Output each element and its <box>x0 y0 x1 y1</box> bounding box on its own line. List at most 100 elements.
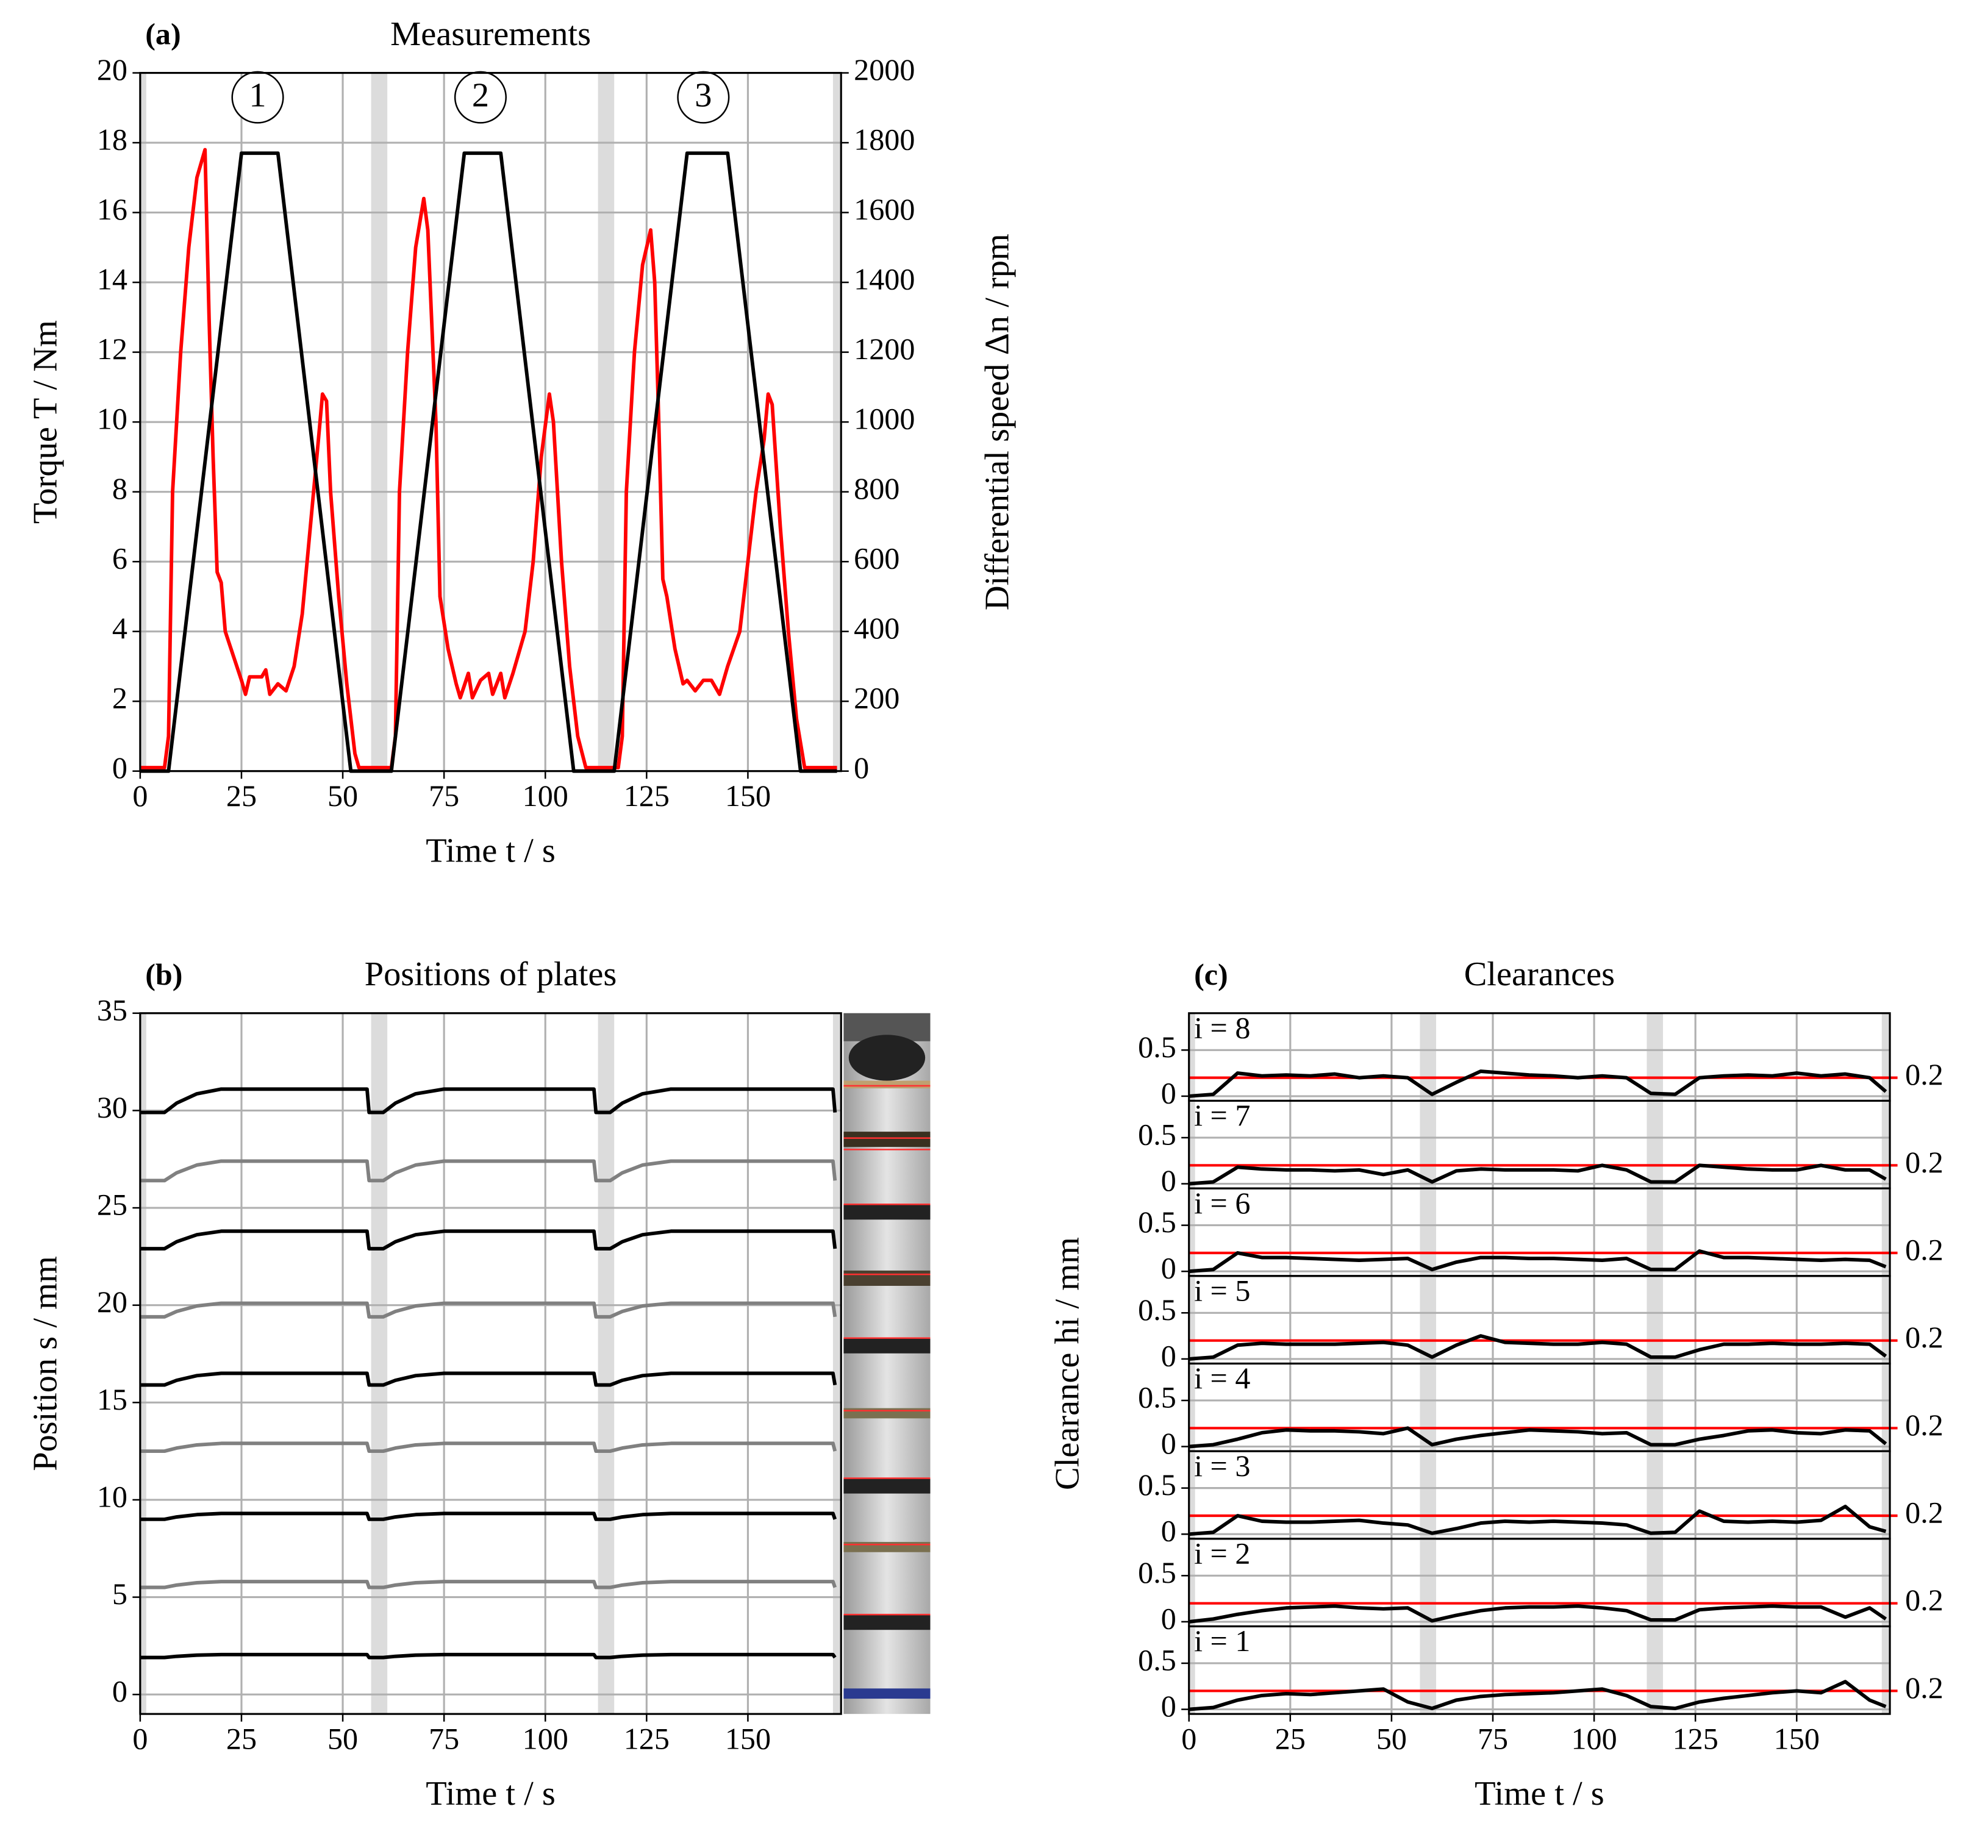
annotation-circle <box>231 71 284 124</box>
shaded-span <box>1647 1101 1664 1189</box>
data-line <box>1189 1163 1887 1186</box>
plot-frame <box>1188 1275 1891 1365</box>
subplot-label: i = 5 <box>1194 1274 1250 1308</box>
y-tick-label: 10 <box>97 1479 127 1513</box>
x-tick-label: 0 <box>132 779 148 813</box>
annotation-circle <box>677 71 730 124</box>
y2-tick-label: 0 <box>854 751 869 785</box>
subplot-label: i = 7 <box>1194 1098 1250 1132</box>
data-line <box>140 1580 837 1589</box>
plot-frame <box>1188 1012 1891 1102</box>
y-tick-label: 12 <box>97 332 127 366</box>
data-line <box>1189 1426 1887 1449</box>
y2-tick-label: 200 <box>854 681 899 715</box>
shaded-span <box>1420 1538 1436 1627</box>
y2-tick-label: 1800 <box>854 123 915 157</box>
shaded-span <box>1420 1626 1436 1714</box>
data-line <box>1189 1334 1887 1361</box>
y-tick-label: 0.5 <box>1138 1205 1176 1239</box>
shaded-span <box>1189 1188 1195 1276</box>
y2-tick-label: 0.2 <box>1905 1408 1943 1442</box>
x-axis-label: Time t / s <box>1475 1775 1604 1813</box>
plot-frame <box>1188 1538 1891 1628</box>
shaded-span <box>1420 1188 1436 1276</box>
y-tick-label: 14 <box>97 262 127 296</box>
y2-tick-label: 0.2 <box>1905 1583 1943 1617</box>
annotation: 1 <box>249 77 266 115</box>
photo-strip <box>843 1013 931 1714</box>
x-axis-label: Time t / s <box>426 832 556 870</box>
data-line <box>140 1441 837 1454</box>
shaded-span <box>1647 1451 1664 1539</box>
plot-frame <box>1188 1362 1891 1452</box>
y-tick-label: 15 <box>97 1382 127 1416</box>
y-tick-label: 0 <box>1161 1076 1176 1110</box>
shaded-span <box>140 1013 146 1714</box>
x-tick-label: 25 <box>1275 1722 1306 1756</box>
y-tick-label: 30 <box>97 1090 127 1124</box>
x-tick-label: 150 <box>725 1722 771 1756</box>
y-tick-label: 20 <box>97 1285 127 1319</box>
x-tick-label: 75 <box>429 779 459 813</box>
x-tick-label: 25 <box>226 779 257 813</box>
plot-frame <box>1188 1099 1891 1190</box>
y-tick-label: 10 <box>97 402 127 436</box>
y-tick-label: 0.5 <box>1138 1643 1176 1677</box>
y-tick-label: 16 <box>97 192 127 226</box>
data-line <box>1189 1069 1887 1098</box>
y-tick-label: 0 <box>1161 1251 1176 1285</box>
y-axis-label: Torque T / Nm <box>26 320 64 524</box>
y2-tick-label: 0.2 <box>1905 1057 1943 1091</box>
plot-frame <box>1188 1450 1891 1540</box>
data-line <box>140 148 837 769</box>
shaded-span <box>1647 1188 1664 1276</box>
x-tick-label: 25 <box>226 1722 257 1756</box>
x-tick-label: 0 <box>132 1722 148 1756</box>
y-tick-label: 5 <box>112 1577 127 1611</box>
data-line <box>140 1087 837 1115</box>
y-tick-label: 20 <box>97 52 127 87</box>
panel-label: (c) <box>1194 957 1228 991</box>
plot-frame <box>1188 1187 1891 1277</box>
subplot-label: i = 6 <box>1194 1186 1250 1220</box>
x-tick-label: 125 <box>624 779 670 813</box>
annotation: 2 <box>472 77 489 115</box>
y2-axis-label: Differential speed Δn / rpm <box>978 234 1016 610</box>
y-axis-label: Position s / mm <box>26 1256 64 1471</box>
data-line <box>140 1652 837 1660</box>
data-line <box>1189 1680 1887 1711</box>
subplot-label: i = 2 <box>1194 1536 1250 1571</box>
panel-label: (b) <box>145 957 182 991</box>
y2-tick-label: 600 <box>854 541 899 576</box>
y-tick-label: 0 <box>112 751 127 785</box>
y-tick-label: 2 <box>112 681 127 715</box>
shaded-span <box>1189 1451 1195 1539</box>
shaded-span <box>832 1013 842 1714</box>
data-line <box>140 1511 837 1521</box>
shaded-span <box>1881 1275 1890 1364</box>
y2-tick-label: 800 <box>854 471 899 505</box>
y-tick-label: 4 <box>112 611 127 645</box>
shaded-span <box>1647 1538 1664 1627</box>
annotation: 3 <box>695 77 712 115</box>
x-tick-label: 75 <box>1478 1722 1508 1756</box>
subplot-label: i = 8 <box>1194 1011 1250 1045</box>
shaded-span <box>1420 1101 1436 1189</box>
x-tick-label: 50 <box>1376 1722 1407 1756</box>
x-tick-label: 75 <box>429 1722 459 1756</box>
shaded-span <box>1881 1101 1890 1189</box>
shaded-span <box>598 1013 615 1714</box>
shaded-span <box>1881 1188 1890 1276</box>
y2-tick-label: 0.2 <box>1905 1320 1943 1354</box>
y2-tick-label: 0.2 <box>1905 1145 1943 1179</box>
x-tick-label: 100 <box>523 779 568 813</box>
x-tick-label: 150 <box>1774 1722 1820 1756</box>
shaded-span <box>1420 1275 1436 1364</box>
y-tick-label: 0.5 <box>1138 1293 1176 1327</box>
data-line <box>1189 1504 1887 1536</box>
shaded-span <box>1647 1363 1664 1452</box>
y-tick-label: 0 <box>1161 1514 1176 1548</box>
plot-frame <box>139 1012 842 1715</box>
